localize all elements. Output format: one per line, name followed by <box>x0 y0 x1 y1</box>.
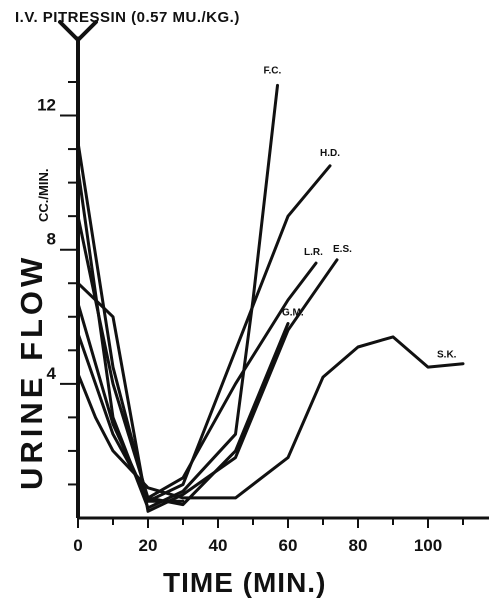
y-axis-unit: CC./MIN. <box>36 169 51 222</box>
chart-header: I.V. PITRESSIN (0.57 MU./KG.) <box>15 9 240 26</box>
series-line-unlabeled-5 <box>76 301 185 503</box>
series-line-sk <box>76 335 465 500</box>
series-line-es <box>76 258 339 513</box>
x-tick-label: 20 <box>139 536 158 555</box>
series-line-fc <box>76 83 279 510</box>
series-label-fc: F.C. <box>264 65 282 76</box>
y-tick-label: 12 <box>37 96 56 115</box>
axis-ticks: 4 8 12 0 20 40 60 80 100 <box>37 81 464 555</box>
series-label-lr: L.R. <box>304 247 323 258</box>
series-line-hd <box>76 140 332 503</box>
x-axis-title: TIME (MIN.) <box>163 567 326 598</box>
series-label-hd: H.D. <box>320 148 340 159</box>
y-axis-title: URINE FLOW <box>14 254 49 490</box>
series-label-gm: G.M. <box>282 307 304 318</box>
series-labels: F.C. H.D. L.R. E.S. G.M. S.K. <box>264 65 457 360</box>
y-tick-label: 4 <box>47 364 57 383</box>
x-tick-label: 100 <box>414 536 442 555</box>
x-tick-label: 0 <box>73 536 82 555</box>
x-tick-label: 40 <box>209 536 228 555</box>
x-tick-label: 80 <box>349 536 368 555</box>
series-label-es: E.S. <box>333 244 352 255</box>
series-lines <box>76 83 465 513</box>
series-label-sk: S.K. <box>437 350 457 361</box>
y-tick-label: 8 <box>47 230 56 249</box>
x-tick-label: 60 <box>279 536 298 555</box>
series-line-lr <box>76 261 318 500</box>
